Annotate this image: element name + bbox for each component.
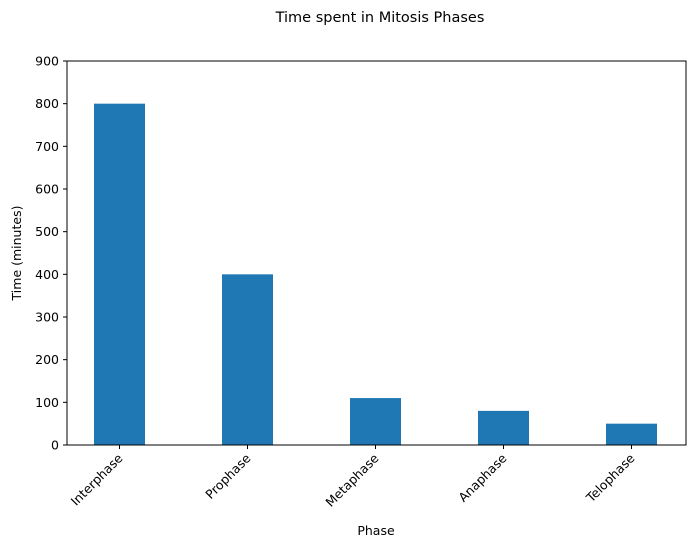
y-axis-label: Time (minutes) bbox=[9, 206, 24, 302]
bar-anaphase bbox=[478, 410, 529, 445]
bar-telophase bbox=[606, 423, 657, 445]
x-tick-label: Interphase bbox=[68, 450, 126, 508]
y-tick-label: 600 bbox=[35, 182, 59, 197]
x-tick-label: Prophase bbox=[202, 450, 254, 502]
y-tick-label: 700 bbox=[35, 139, 59, 154]
y-tick-label: 400 bbox=[35, 267, 59, 282]
bars-group bbox=[94, 103, 657, 446]
y-tick-label: 200 bbox=[35, 352, 59, 367]
y-tick-label: 900 bbox=[35, 54, 59, 69]
x-tick-label: Metaphase bbox=[322, 450, 381, 509]
plot-area: 0 100 200 300 400 500 600 700 800 900 Interphase P… bbox=[35, 54, 687, 510]
y-tick-label: 100 bbox=[35, 395, 59, 410]
x-tick-label: Telophase bbox=[582, 450, 637, 505]
x-tick-label: Anaphase bbox=[455, 450, 510, 505]
bar-prophase bbox=[222, 274, 273, 445]
plot-frame bbox=[66, 60, 687, 446]
x-axis-label: Phase bbox=[357, 523, 395, 538]
y-tick-label: 0 bbox=[51, 438, 59, 453]
y-tick-label: 500 bbox=[35, 224, 59, 239]
x-axis: Interphase Prophase Metaphase Anaphase Telop… bbox=[68, 445, 638, 510]
y-tick-label: 800 bbox=[35, 96, 59, 111]
bar-interphase bbox=[94, 103, 145, 446]
bar-metaphase bbox=[350, 398, 401, 445]
y-tick-label: 300 bbox=[35, 310, 59, 325]
y-axis: 0 100 200 300 400 500 600 700 800 900 bbox=[35, 54, 67, 453]
chart-title: Time spent in Mitosis Phases bbox=[275, 10, 485, 26]
